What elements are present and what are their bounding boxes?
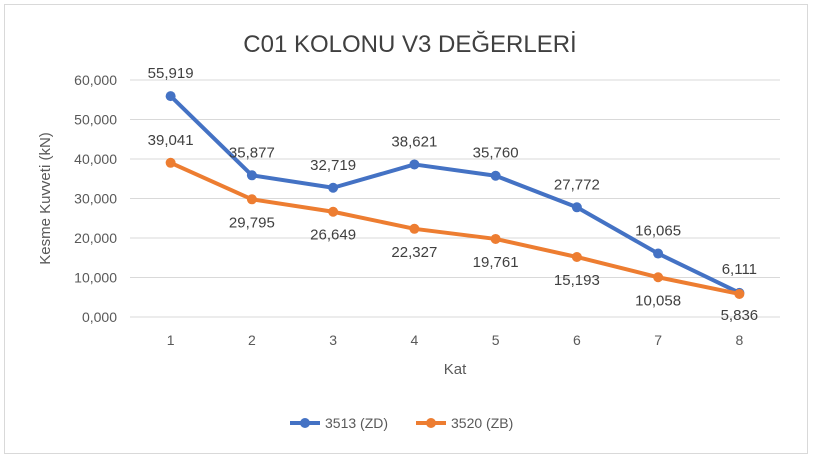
x-axis-label: Kat [444, 361, 467, 378]
chart-title: C01 KOLONU V3 DEĞERLERİ [243, 31, 576, 58]
y-tick-label: 0,000 [82, 309, 117, 325]
data-point [246, 194, 257, 205]
data-point [409, 159, 420, 170]
y-tick-label: 40,000 [74, 151, 117, 167]
data-point [490, 170, 501, 181]
data-label: 16,065 [635, 223, 681, 240]
data-point [653, 248, 664, 259]
data-label: 39,041 [148, 132, 194, 149]
series-layer [165, 91, 745, 299]
legend-swatch-marker [426, 418, 436, 428]
y-tick-label: 50,000 [74, 112, 117, 128]
y-tick-label: 10,000 [74, 270, 117, 286]
x-tick-label: 7 [654, 332, 662, 348]
data-label: 5,836 [721, 307, 759, 324]
data-label: 6,111 [722, 261, 757, 278]
legend-swatch-marker [300, 418, 310, 428]
data-label: 29,795 [229, 214, 275, 231]
data-point [409, 223, 420, 234]
legend-label: 3513 (ZD) [325, 415, 388, 431]
data-label: 35,877 [229, 144, 275, 161]
data-point [490, 233, 501, 244]
x-axis-ticks: 1 2 3 4 5 6 7 8 [167, 332, 744, 348]
legend-label: 3520 (ZB) [451, 415, 513, 431]
x-tick-label: 3 [329, 332, 337, 348]
x-tick-label: 5 [492, 332, 500, 348]
y-tick-label: 20,000 [74, 230, 117, 246]
y-axis-ticks: 0,000 10,000 20,000 30,000 40,000 50,000 60,00… [74, 72, 117, 325]
series-line [168, 94, 742, 295]
series-2 [165, 157, 745, 299]
y-tick-label: 60,000 [74, 72, 117, 88]
data-point [571, 251, 582, 262]
data-point [246, 170, 257, 181]
data-label: 19,761 [473, 254, 519, 271]
y-axis-label: Kesme Kuvveti (kN) [37, 132, 54, 265]
data-point [328, 206, 339, 217]
y-tick-label: 30,000 [74, 191, 117, 207]
data-label: 35,760 [473, 145, 519, 162]
data-point [165, 91, 176, 102]
data-point [734, 288, 745, 299]
data-point [571, 202, 582, 213]
legend-item: 3520 (ZB) [416, 415, 513, 431]
data-label: 32,719 [310, 157, 356, 174]
data-point [165, 157, 176, 168]
data-label: 55,919 [148, 65, 194, 82]
data-label: 15,193 [554, 272, 600, 289]
data-point [653, 272, 664, 283]
data-label: 10,058 [635, 292, 681, 309]
data-labels: 55,919 35,877 32,719 38,621 35,760 27,772 16,0… [148, 65, 758, 324]
x-tick-label: 2 [248, 332, 256, 348]
gridlines [130, 79, 780, 318]
data-label: 27,772 [554, 176, 600, 193]
x-tick-label: 1 [167, 332, 175, 348]
data-point [328, 182, 339, 193]
data-label: 26,649 [310, 227, 356, 244]
data-label: 22,327 [391, 244, 437, 261]
data-label: 38,621 [391, 133, 437, 150]
x-tick-label: 4 [410, 332, 418, 348]
x-tick-label: 8 [735, 332, 743, 348]
x-tick-label: 6 [573, 332, 581, 348]
legend: 3513 (ZD) 3520 (ZB) [290, 415, 513, 431]
series-line [168, 160, 742, 296]
legend-item: 3513 (ZD) [290, 415, 388, 431]
